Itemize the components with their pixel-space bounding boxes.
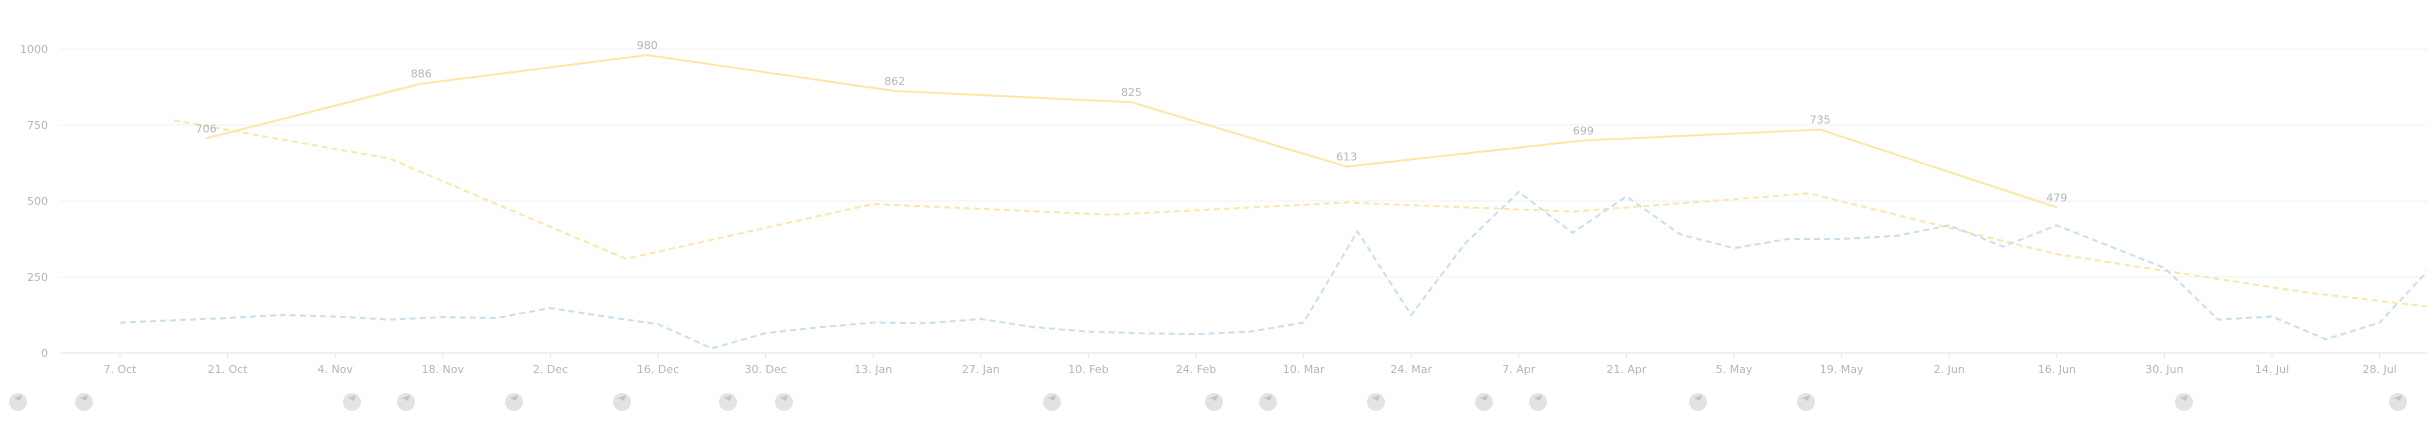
x-tick-label: 24. Feb	[1176, 363, 1216, 376]
x-tick-label: 30. Jun	[2145, 363, 2183, 376]
y-tick-label: 0	[41, 347, 48, 360]
flag-icon	[75, 393, 93, 411]
x-axis: 7. Oct 21. Oct 4. Nov 18. Nov 2. Dec 16. Dec 3…	[103, 353, 2396, 376]
data-label: 862	[884, 75, 905, 88]
flag-circle	[1797, 393, 1815, 411]
x-tick-label: 10. Mar	[1283, 363, 1325, 376]
flag-circle	[505, 393, 523, 411]
flag-circle	[397, 393, 415, 411]
x-tick-label: 14. Jul	[2255, 363, 2289, 376]
flag-icon	[9, 393, 27, 411]
series-line-3	[120, 192, 2427, 349]
x-tick-label: 21. Apr	[1606, 363, 1646, 376]
y-tick-label: 750	[27, 119, 48, 132]
flag-circle	[343, 393, 361, 411]
flag-circle	[1205, 393, 1223, 411]
data-label: 613	[1336, 151, 1357, 164]
x-tick-label: 16. Dec	[637, 363, 679, 376]
flag-icon	[1689, 393, 1707, 411]
grid-lines	[60, 49, 2427, 353]
flag-markers	[9, 393, 2407, 411]
data-label: 479	[2046, 191, 2067, 204]
x-tick-label: 13. Jan	[854, 363, 892, 376]
flag-icon	[1475, 393, 1493, 411]
series-line-1	[206, 55, 2057, 207]
flag-icon	[397, 393, 415, 411]
flag-circle	[1529, 393, 1547, 411]
y-axis: 0 250 500 750 1000	[20, 43, 48, 360]
x-tick-label: 5. May	[1716, 363, 1753, 376]
flag-circle	[775, 393, 793, 411]
flag-circle	[1043, 393, 1061, 411]
flag-icon	[1259, 393, 1277, 411]
x-tick-label: 7. Oct	[103, 363, 137, 376]
flag-circle	[1367, 393, 1385, 411]
x-tick-label: 16. Jun	[2038, 363, 2076, 376]
x-tick-label: 10. Feb	[1068, 363, 1108, 376]
flag-circle	[2175, 393, 2193, 411]
data-label: 706	[196, 122, 217, 135]
x-tick-label: 19. May	[1820, 363, 1864, 376]
data-label: 980	[637, 39, 658, 52]
flag-icon	[775, 393, 793, 411]
x-tick-label: 18. Nov	[422, 363, 465, 376]
y-tick-label: 1000	[20, 43, 48, 56]
flag-circle	[75, 393, 93, 411]
x-tick-label: 28. Jul	[2362, 363, 2396, 376]
flag-circle	[9, 393, 27, 411]
flag-icon	[505, 393, 523, 411]
flag-icon	[613, 393, 631, 411]
flag-icon	[343, 393, 361, 411]
flag-circle	[719, 393, 737, 411]
x-tick-label: 2. Jun	[1934, 363, 1965, 376]
flag-icon	[1797, 393, 1815, 411]
y-tick-label: 500	[27, 195, 48, 208]
flag-icon	[1529, 393, 1547, 411]
series-line-2	[174, 120, 2427, 313]
x-tick-label: 7. Apr	[1502, 363, 1535, 376]
flag-icon	[1043, 393, 1061, 411]
x-tick-label: 24. Mar	[1390, 363, 1432, 376]
data-label: 735	[1810, 114, 1831, 127]
flag-icon	[2175, 393, 2193, 411]
data-label: 825	[1121, 86, 1142, 99]
series-group	[120, 55, 2427, 348]
x-tick-label: 27. Jan	[962, 363, 1000, 376]
flag-circle	[1259, 393, 1277, 411]
flag-icon	[719, 393, 737, 411]
flag-circle	[2389, 393, 2407, 411]
y-tick-label: 250	[27, 271, 48, 284]
x-tick-label: 21. Oct	[208, 363, 249, 376]
flag-circle	[1475, 393, 1493, 411]
x-tick-label: 2. Dec	[533, 363, 568, 376]
flag-icon	[2389, 393, 2407, 411]
flag-icon	[1367, 393, 1385, 411]
flag-icon	[1205, 393, 1223, 411]
flag-circle	[1689, 393, 1707, 411]
data-label: 886	[411, 68, 432, 81]
x-tick-label: 30. Dec	[744, 363, 786, 376]
flag-circle	[613, 393, 631, 411]
data-labels: 706 886 980 862 825 613 699 735 479	[196, 39, 2068, 204]
data-label: 699	[1573, 125, 1594, 138]
x-tick-label: 4. Nov	[317, 363, 353, 376]
